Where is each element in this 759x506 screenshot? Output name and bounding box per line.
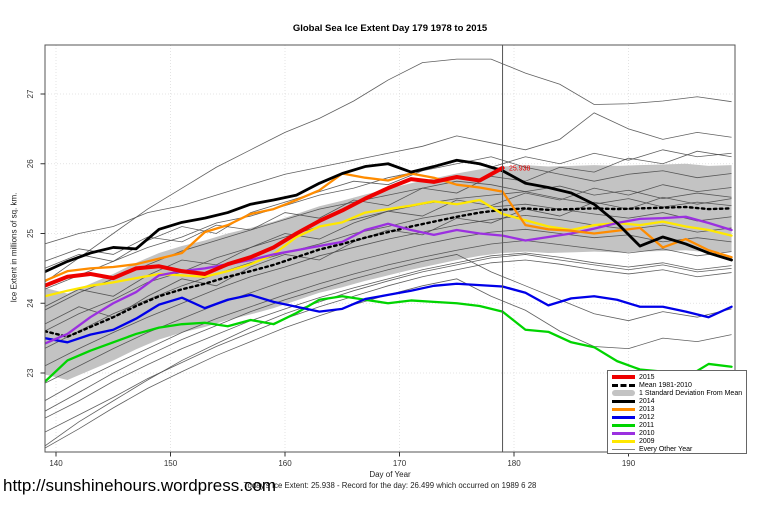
legend-item-2012: 2012	[612, 413, 744, 421]
legend-swatch-2009-icon	[612, 437, 635, 445]
legend-label-2014: 2014	[639, 397, 655, 405]
x-tick-label: 140	[49, 459, 63, 468]
legend-item-2010: 2010	[612, 429, 744, 437]
legend-swatch-2013-icon	[612, 405, 635, 413]
legend: 2015 Mean 1981-2010 1 Standard Deviation F…	[607, 370, 747, 454]
legend-item-2009: 2009	[612, 437, 744, 445]
legend-label-2013: 2013	[639, 405, 655, 413]
legend-swatch-other-icon	[612, 445, 635, 453]
other-year-line	[45, 156, 732, 290]
series-2011-line	[45, 295, 733, 384]
legend-label-other: Every Other Year	[639, 445, 693, 453]
chart-title: Global Sea Ice Extent Day 179 1978 to 20…	[292, 23, 488, 34]
y-tick-label: 25	[26, 229, 35, 238]
legend-label-2015: 2015	[639, 373, 655, 381]
other-year-line	[45, 254, 732, 412]
legend-label-2012: 2012	[639, 413, 655, 421]
legend-item-2014: 2014	[612, 397, 744, 405]
y-tick-label: 23	[26, 368, 35, 377]
x-axis-label: Day of Year	[369, 470, 411, 479]
legend-label-2009: 2009	[639, 437, 655, 445]
legend-item-std: 1 Standard Deviation From Mean	[612, 389, 744, 397]
std-dev-band	[45, 163, 732, 380]
other-year-line	[45, 203, 732, 349]
other-year-line	[45, 252, 732, 419]
other-year-line	[45, 214, 732, 367]
x-tick-label: 160	[278, 459, 292, 468]
legend-swatch-2015-icon	[612, 373, 635, 381]
series-2013-line	[45, 172, 733, 282]
legend-swatch-mean-icon	[612, 381, 635, 389]
series-2014-line	[45, 158, 733, 274]
legend-item-2013: 2013	[612, 405, 744, 413]
other-year-line	[45, 180, 732, 311]
other-year-line	[45, 150, 732, 262]
legend-swatch-2010-icon	[612, 429, 635, 437]
series-2012-line	[45, 282, 733, 344]
legend-label-std: 1 Standard Deviation From Mean	[639, 389, 743, 397]
chart-caption: Today's Ice Extent: 25.938 - Record for …	[243, 481, 537, 490]
series-2015-line	[45, 165, 505, 288]
site-url: http://sunshinehours.wordpress.com	[3, 476, 277, 495]
y-tick-label: 26	[26, 159, 35, 168]
other-year-line	[45, 240, 732, 402]
legend-swatch-std-icon	[612, 389, 635, 397]
legend-swatch-2014-icon	[612, 397, 635, 405]
data-layer	[45, 58, 733, 449]
series-mean-line	[45, 205, 733, 338]
legend-label-2010: 2010	[639, 429, 655, 437]
y-tick-label: 27	[26, 89, 35, 98]
other-year-line	[45, 254, 732, 447]
other-year-line	[45, 112, 732, 245]
x-tick-label: 190	[622, 459, 636, 468]
legend-swatch-2012-icon	[612, 413, 635, 421]
other-year-line	[45, 149, 732, 269]
legend-item-other: Every Other Year	[612, 445, 744, 453]
other-year-line	[45, 196, 732, 325]
legend-swatch-2011-icon	[612, 421, 635, 429]
other-year-line	[45, 184, 732, 307]
plot-border	[44, 44, 736, 453]
other-year-line	[45, 58, 732, 283]
legend-item-2015: 2015	[612, 373, 744, 381]
y-tick-label: 24	[26, 298, 35, 307]
ice-extent-annotation: 25.938	[509, 166, 531, 173]
legend-item-2011: 2011	[612, 421, 744, 429]
legend-item-mean: Mean 1981-2010	[612, 381, 744, 389]
legend-label-mean: Mean 1981-2010	[639, 381, 692, 389]
x-tick-label: 180	[507, 459, 521, 468]
x-tick-label: 150	[164, 459, 178, 468]
legend-label-2011: 2011	[639, 421, 655, 429]
x-tick-label: 170	[393, 459, 407, 468]
